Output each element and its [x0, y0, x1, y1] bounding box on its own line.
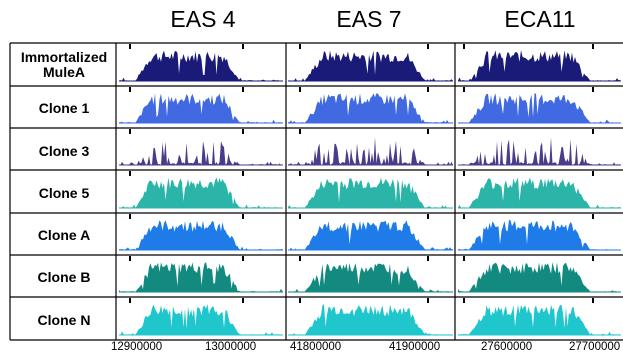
coverage-profile-clone-b-eas7 — [288, 262, 453, 292]
row-label-immortalized-mulea: Immortalized MuleA — [20, 49, 108, 80]
row-label-clone-1: Clone 1 — [38, 100, 90, 116]
row-label-clone-n: Clone N — [37, 312, 91, 328]
column-header-eas7: EAS 7 — [336, 6, 402, 32]
coverage-profile-immortalized-mulea-eca11 — [458, 50, 621, 81]
coverage-profile-clone-a-eca11 — [458, 220, 621, 250]
axis-label-eca11-start: 27600000 — [481, 341, 533, 353]
coverage-profile-clone-n-eas7 — [288, 304, 453, 335]
row-label-clone-b: Clone B — [37, 269, 91, 285]
column-header-eas4: EAS 4 — [170, 6, 236, 32]
row-label-clone-5: Clone 5 — [38, 185, 90, 201]
coverage-profile-clone-5-eca11 — [458, 177, 621, 208]
coverage-profile-clone-1-eca11 — [458, 93, 621, 123]
coverage-profile-clone-a-eas4 — [119, 220, 283, 250]
row-label-clone-3: Clone 3 — [38, 143, 90, 159]
coverage-profile-clone-3-eas4 — [119, 141, 283, 165]
coverage-profile-clone-5-eas4 — [119, 177, 283, 208]
axis-label-eca11-end: 27700000 — [569, 341, 621, 353]
axis-label-eas4-end: 13000000 — [205, 341, 257, 353]
coverage-profile-clone-n-eca11 — [458, 304, 621, 335]
coverage-profile-clone-b-eca11 — [458, 262, 621, 292]
axis-label-eas4-start: 12900000 — [111, 341, 163, 353]
coverage-profile-clone-3-eas7 — [288, 137, 453, 165]
coverage-profile-immortalized-mulea-eas4 — [119, 50, 283, 81]
coverage-profile-clone-1-eas4 — [119, 93, 283, 123]
coverage-profile-clone-b-eas4 — [119, 262, 283, 292]
coverage-profile-clone-1-eas7 — [288, 93, 453, 123]
axis-label-eas7-end: 41900000 — [389, 341, 441, 353]
coverage-profile-clone-a-eas7 — [288, 220, 453, 250]
coverage-profile-clone-5-eas7 — [288, 177, 453, 208]
row-label-clone-a: Clone A — [37, 227, 91, 243]
column-header-eca11: ECA11 — [504, 6, 576, 32]
coverage-profile-clone-n-eas4 — [119, 304, 283, 335]
coverage-profile-clone-3-eca11 — [458, 137, 621, 165]
axis-label-eas7-start: 41800000 — [290, 341, 342, 353]
coverage-profile-immortalized-mulea-eas7 — [288, 50, 453, 81]
